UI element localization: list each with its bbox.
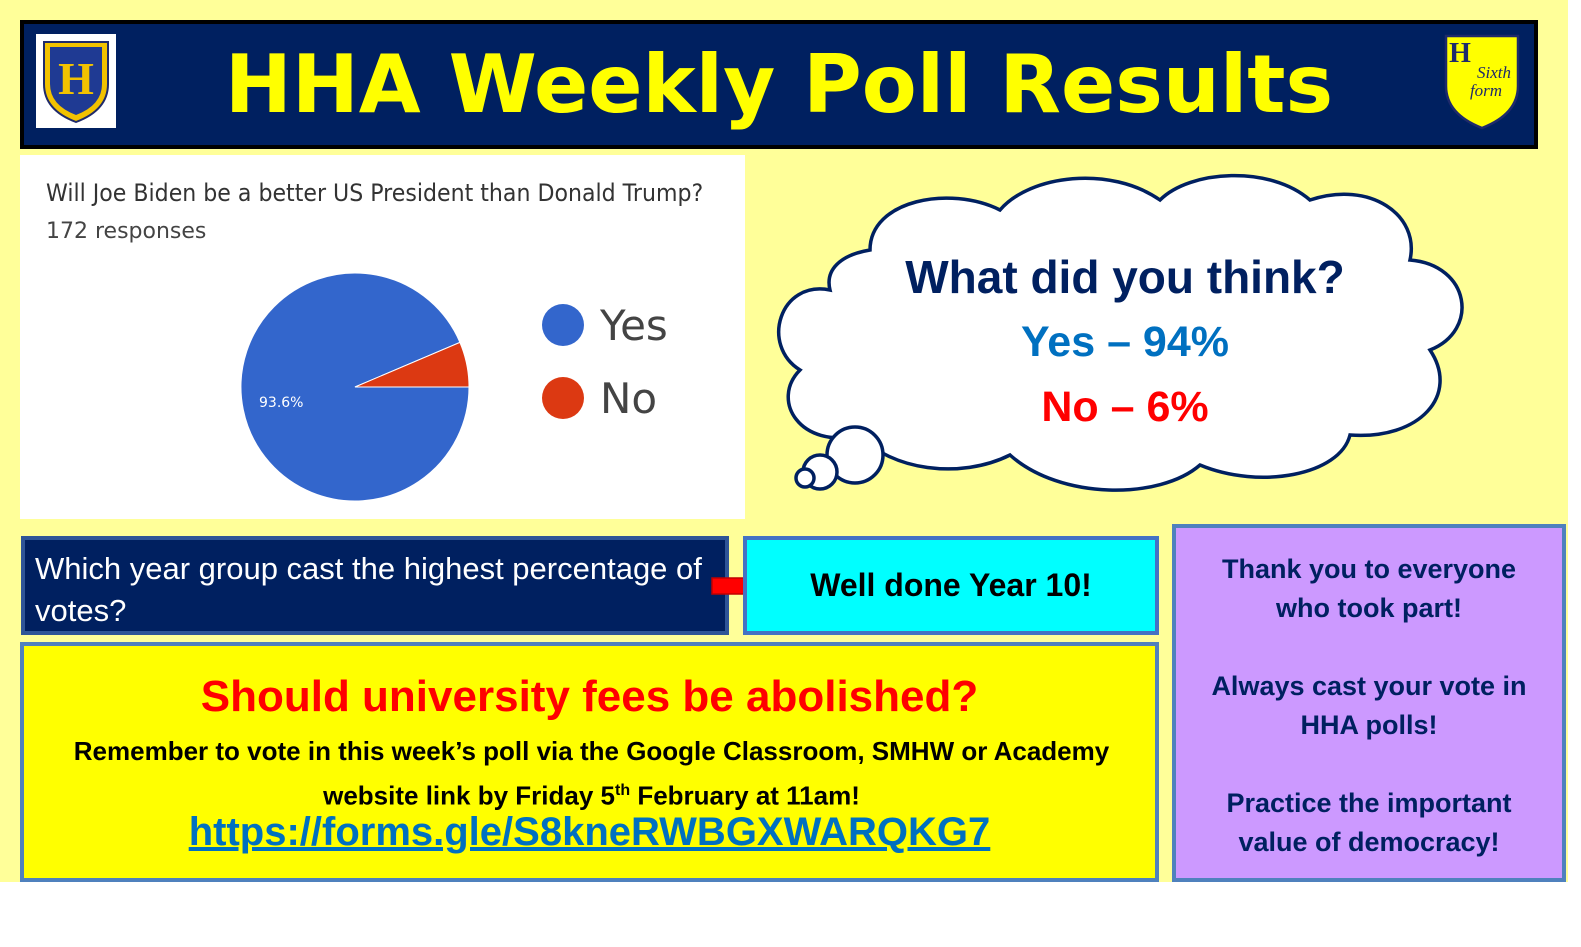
pie-label-yes: 93.6% xyxy=(259,395,303,411)
svg-text:H: H xyxy=(1449,38,1471,69)
poll-form-link[interactable]: https://forms.gle/S8kneRWBGXWARQKG7 xyxy=(188,810,991,854)
legend-label-yes: Yes xyxy=(599,301,668,350)
thanks-line-1: Thank you to everyone xyxy=(1221,554,1517,584)
chart-title: Will Joe Biden be a better US President … xyxy=(46,179,704,207)
cloud-no-result: No – 6% xyxy=(1041,383,1209,431)
poll-slide: HHA Weekly Poll Results H H Sixth form W… xyxy=(0,0,1568,882)
year-group-question-box: Which year group cast the highest percen… xyxy=(21,536,729,635)
next-poll-box: Should university fees be abolished? Rem… xyxy=(20,642,1159,882)
cloud-heading: What did you think? xyxy=(905,251,1345,303)
poll-chart-panel: Will Joe Biden be a better US President … xyxy=(20,155,745,519)
svg-text:H: H xyxy=(58,53,94,104)
year-group-answer-box: Well done Year 10! xyxy=(743,536,1159,635)
legend-label-no: No xyxy=(600,374,657,423)
chart-response-count: 172 responses xyxy=(46,219,207,244)
year-group-answer: Well done Year 10! xyxy=(810,567,1092,603)
page-title: HHA Weekly Poll Results xyxy=(224,38,1334,131)
legend-swatch-yes xyxy=(542,304,584,346)
pie-chart: 93.6% Yes No xyxy=(240,272,668,502)
pie-slice-no xyxy=(354,341,470,388)
sixth-form-crest-logo: H Sixth form xyxy=(1444,34,1520,130)
svg-text:Sixth: Sixth xyxy=(1477,63,1511,82)
next-poll-question: Should university fees be abolished? xyxy=(200,672,979,721)
thanks-line-5: Practice the important xyxy=(1226,788,1512,818)
thanks-line-6: value of democracy! xyxy=(1238,827,1500,857)
thought-cloud xyxy=(777,173,1464,492)
thanks-line-3: Always cast your vote in xyxy=(1211,671,1527,701)
legend-swatch-no xyxy=(542,377,584,419)
thanks-line-4: HHA polls! xyxy=(1300,710,1438,740)
svg-text:form: form xyxy=(1470,81,1502,100)
cloud-yes-result: Yes – 94% xyxy=(1020,318,1229,366)
thanks-line-2: who took part! xyxy=(1276,593,1462,623)
school-crest-logo: H xyxy=(36,34,116,128)
next-poll-reminder: Remember to vote in this week’s poll via… xyxy=(64,732,1119,816)
reminder-text-start: Remember to vote in this week’s poll via… xyxy=(73,736,1110,811)
year-group-question: Which year group cast the highest percen… xyxy=(35,551,702,628)
header-banner: HHA Weekly Poll Results H H Sixth form xyxy=(20,20,1538,149)
reminder-ordinal-suffix: th xyxy=(615,782,631,799)
reminder-text-end: February at 11am! xyxy=(630,780,860,811)
thank-you-box: Thank you to everyone who took part! Alw… xyxy=(1172,524,1566,882)
